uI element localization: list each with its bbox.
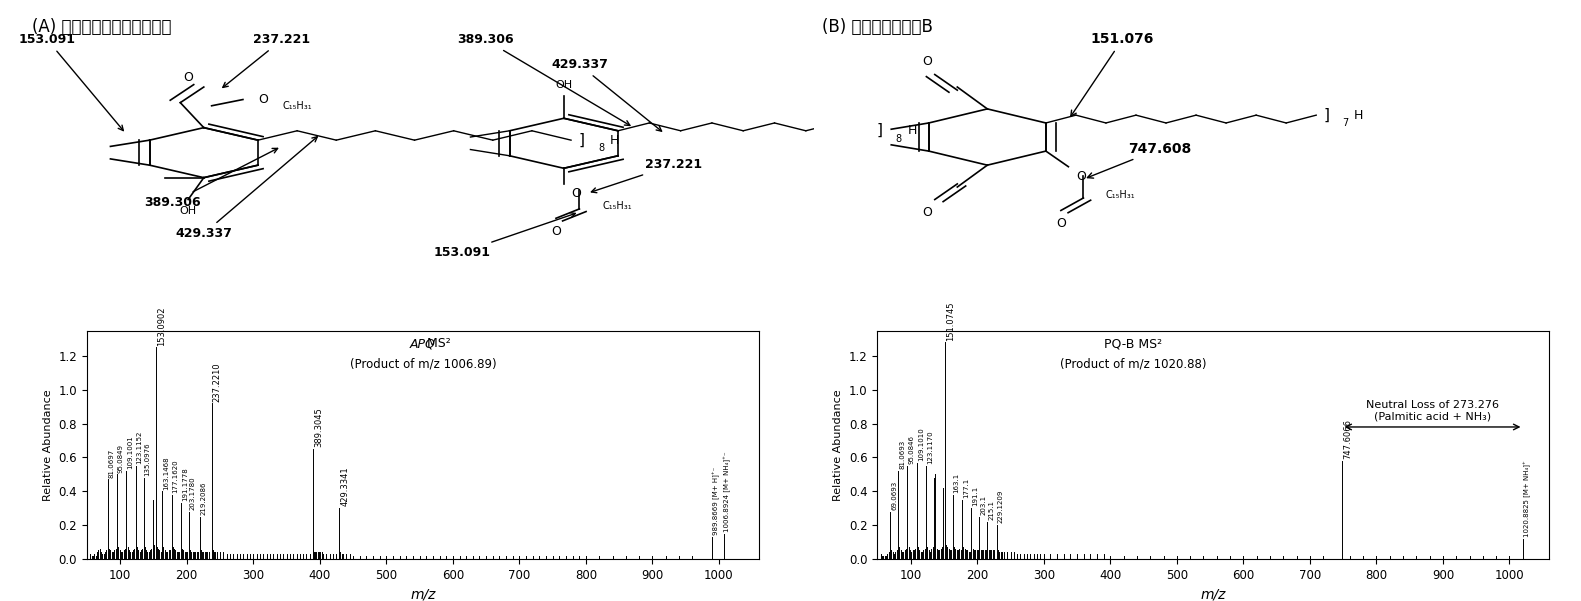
Text: 429.3341: 429.3341 [340, 467, 349, 507]
Text: O: O [552, 225, 561, 237]
Text: (Product of m/z 1006.89): (Product of m/z 1006.89) [349, 358, 496, 371]
Text: O: O [922, 55, 933, 69]
Text: O: O [1077, 170, 1086, 183]
Text: 153.091: 153.091 [19, 33, 123, 130]
Text: ]: ] [876, 123, 882, 138]
Text: (B) プラストキノンB: (B) プラストキノンB [822, 18, 933, 36]
Text: 1006.8924 [M+ NH₄]⁺⁻: 1006.8924 [M+ NH₄]⁺⁻ [724, 451, 730, 532]
Text: ]: ] [579, 133, 585, 148]
Text: 191.1: 191.1 [972, 486, 979, 507]
Text: 151.076: 151.076 [1070, 32, 1154, 116]
Text: 203.1: 203.1 [980, 495, 987, 515]
Text: 151.0745: 151.0745 [945, 301, 955, 341]
Text: H: H [610, 133, 620, 147]
Text: 95.0846: 95.0846 [909, 435, 914, 464]
Text: APQ: APQ [409, 337, 436, 350]
Text: 163.1468: 163.1468 [163, 456, 169, 490]
Text: 135.0976: 135.0976 [144, 442, 150, 476]
Text: H: H [907, 124, 917, 137]
Text: C₁₅H₃₁: C₁₅H₃₁ [1107, 190, 1135, 200]
Text: 229.1209: 229.1209 [998, 490, 1004, 523]
Text: 123.1170: 123.1170 [926, 430, 933, 464]
Text: 163.1: 163.1 [953, 473, 960, 493]
Text: 429.337: 429.337 [175, 136, 318, 240]
Text: 177.1: 177.1 [963, 478, 969, 498]
Text: 389.3045: 389.3045 [315, 407, 323, 447]
Text: ]: ] [1323, 108, 1330, 123]
Text: 69.0693: 69.0693 [892, 481, 896, 510]
Text: 8: 8 [599, 143, 604, 153]
Y-axis label: Relative Abundance: Relative Abundance [43, 389, 52, 501]
Text: 1020.8825 [M+ NH₄]⁺: 1020.8825 [M+ NH₄]⁺ [1524, 460, 1530, 537]
Text: C₁₅H₃₁: C₁₅H₃₁ [281, 101, 311, 111]
Text: O: O [183, 71, 193, 84]
Text: 123.1152: 123.1152 [136, 431, 142, 464]
Text: PQ-B MS²: PQ-B MS² [1104, 337, 1162, 350]
X-axis label: m/z: m/z [409, 587, 436, 601]
Text: O: O [259, 93, 269, 106]
Text: 191.1778: 191.1778 [182, 468, 188, 501]
Text: 7: 7 [1342, 118, 1349, 128]
Text: 219.2086: 219.2086 [201, 481, 207, 515]
Text: C₁₅H₃₁: C₁₅H₃₁ [602, 201, 632, 211]
Text: 747.608: 747.608 [1088, 142, 1192, 178]
Text: Neutral Loss of 273.276
(Palmitic acid + NH₃): Neutral Loss of 273.276 (Palmitic acid +… [1366, 400, 1499, 422]
Text: O: O [572, 187, 582, 200]
Text: H: H [1353, 109, 1363, 121]
Text: (A) アシルプラストキノール: (A) アシルプラストキノール [32, 18, 171, 36]
Text: 389.306: 389.306 [457, 33, 629, 126]
X-axis label: m/z: m/z [1200, 587, 1227, 601]
Text: 177.1620: 177.1620 [172, 459, 179, 493]
Text: 81.0693: 81.0693 [900, 440, 904, 469]
Text: 203.1780: 203.1780 [190, 476, 196, 510]
Text: O: O [1056, 217, 1066, 230]
Y-axis label: Relative Abundance: Relative Abundance [833, 389, 843, 501]
Text: 389.306: 389.306 [144, 148, 278, 209]
Text: 237.2210: 237.2210 [213, 362, 221, 401]
Text: 237.221: 237.221 [223, 33, 310, 87]
Text: 153.0902: 153.0902 [157, 307, 166, 346]
Text: 8: 8 [896, 133, 901, 144]
Text: 81.0697: 81.0697 [109, 448, 115, 478]
Text: 429.337: 429.337 [552, 58, 661, 131]
Text: O: O [922, 206, 933, 219]
Text: 237.221: 237.221 [591, 158, 702, 193]
Text: MS²: MS² [422, 337, 451, 350]
Text: (Product of m/z 1020.88): (Product of m/z 1020.88) [1059, 358, 1206, 371]
Text: 109.1010: 109.1010 [919, 427, 923, 461]
Text: 153.091: 153.091 [433, 213, 575, 259]
Text: 747.6066: 747.6066 [1342, 419, 1352, 459]
Text: 215.1: 215.1 [988, 500, 994, 520]
Text: 95.0849: 95.0849 [119, 444, 123, 472]
Text: OH: OH [555, 80, 572, 90]
Text: 989.8669 [M+ H]⁺⁻: 989.8669 [M+ H]⁺⁻ [713, 467, 719, 535]
Text: OH: OH [180, 206, 196, 216]
Text: 109.1001: 109.1001 [128, 436, 133, 469]
